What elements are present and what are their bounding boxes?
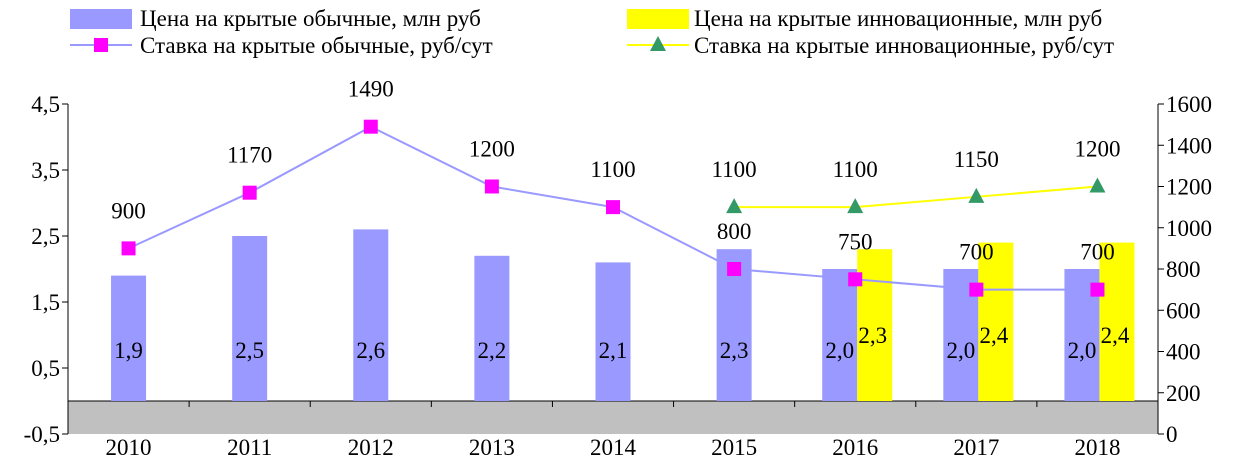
line-label-regular-rate: 1200 — [469, 137, 515, 162]
line-label-regular-rate: 700 — [1080, 240, 1115, 265]
y-right-tick-label: 200 — [1166, 381, 1201, 406]
bar-label-regular-price: 2,5 — [235, 338, 264, 363]
bar-label-regular-price: 2,3 — [720, 338, 749, 363]
marker-innovative-rate — [847, 198, 864, 214]
x-tick-label: 2011 — [227, 435, 272, 460]
bar-regular-price — [474, 255, 510, 401]
y-left-tick-label: 2,5 — [31, 224, 60, 249]
marker-regular-rate — [121, 241, 136, 256]
marker-regular-rate — [606, 200, 620, 215]
y-right-tick-label: 0 — [1166, 422, 1178, 447]
marker-innovative-rate — [1089, 177, 1106, 193]
marker-regular-rate — [242, 185, 257, 200]
bar-label-innovative-price: 2,4 — [979, 323, 1008, 348]
legend-marker-regular-rate — [94, 38, 108, 52]
bar-regular-price — [595, 262, 631, 401]
y-right-tick-label: 1000 — [1166, 216, 1212, 241]
bar-label-innovative-price: 2,3 — [858, 323, 887, 348]
line-label-regular-rate: 900 — [111, 198, 146, 223]
x-tick-label: 2013 — [469, 435, 515, 460]
line-label-regular-rate: 700 — [959, 240, 994, 265]
legend-swatch-innovative-price — [627, 9, 689, 29]
marker-innovative-rate — [726, 198, 743, 214]
x-tick-label: 2015 — [711, 435, 757, 460]
marker-regular-rate — [969, 282, 984, 297]
marker-regular-rate — [363, 119, 378, 134]
bar-label-regular-price: 1,9 — [114, 338, 143, 363]
x-tick-label: 2017 — [953, 435, 999, 460]
y-right-tick-label: 1200 — [1166, 175, 1212, 200]
bar-label-regular-price: 2,0 — [1068, 338, 1097, 363]
marker-regular-rate — [1090, 282, 1105, 297]
marker-regular-rate — [484, 179, 499, 194]
plot-floor — [68, 401, 1158, 434]
line-innovative-rate — [734, 185, 1098, 209]
legend-label-innovative-rate: Ставка на крытые инновационные, руб/сут — [694, 33, 1114, 58]
bar-innovative-price — [1099, 242, 1135, 401]
line-label-regular-rate: 750 — [838, 229, 873, 254]
y-left-tick-label: 0,5 — [31, 356, 60, 381]
x-tick-label: 2018 — [1074, 435, 1120, 460]
bar-regular-price — [232, 236, 268, 401]
x-tick-label: 2012 — [348, 435, 394, 460]
x-tick-label: 2014 — [590, 435, 637, 460]
y-right-tick-label: 600 — [1166, 298, 1201, 323]
legend-marker-innovative-rate — [650, 36, 666, 51]
line-label-innovative-rate: 1150 — [954, 147, 999, 172]
marker-innovative-rate — [968, 187, 985, 203]
legend-label-innovative-price: Цена на крытые инновационные, млн руб — [694, 6, 1102, 31]
y-right-tick-label: 400 — [1166, 340, 1201, 365]
bar-label-regular-price: 2,6 — [356, 338, 385, 363]
y-left-tick-label: -0,5 — [24, 422, 60, 447]
y-left-tick-label: 3,5 — [31, 158, 60, 183]
y-right-tick-label: 800 — [1166, 257, 1201, 282]
bar-regular-price — [111, 275, 147, 401]
bar-innovative-price — [857, 249, 893, 401]
marker-regular-rate — [848, 272, 863, 287]
y-left-tick-label: 1,5 — [31, 290, 60, 315]
y-right-tick-label: 1400 — [1166, 133, 1212, 158]
x-tick-label: 2010 — [106, 435, 152, 460]
bar-label-regular-price: 2,2 — [478, 338, 507, 363]
bar-regular-price — [353, 229, 389, 401]
bar-regular-price — [822, 269, 858, 401]
line-label-regular-rate: 800 — [717, 219, 752, 244]
bar-label-innovative-price: 2,4 — [1101, 323, 1130, 348]
legend-swatch-regular-price — [70, 9, 132, 29]
bar-label-regular-price: 2,1 — [599, 338, 628, 363]
line-label-regular-rate: 1170 — [227, 143, 272, 168]
y-left-tick-label: 4,5 — [31, 92, 60, 117]
bar-label-regular-price: 2,0 — [825, 338, 854, 363]
legend-label-regular-rate: Ставка на крытые обычные, руб/сут — [140, 33, 493, 58]
marker-regular-rate — [727, 262, 742, 276]
legend-label-regular-price: Цена на крытые обычные, млн руб — [140, 6, 481, 31]
bar-label-regular-price: 2,0 — [946, 338, 975, 363]
x-tick-label: 2016 — [832, 435, 878, 460]
line-label-innovative-rate: 1200 — [1074, 137, 1120, 162]
y-right-tick-label: 1600 — [1166, 92, 1212, 117]
bar-innovative-price — [978, 242, 1014, 401]
line-label-regular-rate: 1490 — [348, 77, 394, 102]
line-label-innovative-rate: 1100 — [712, 157, 757, 182]
line-label-regular-rate: 1100 — [590, 157, 635, 182]
line-label-innovative-rate: 1100 — [833, 157, 878, 182]
